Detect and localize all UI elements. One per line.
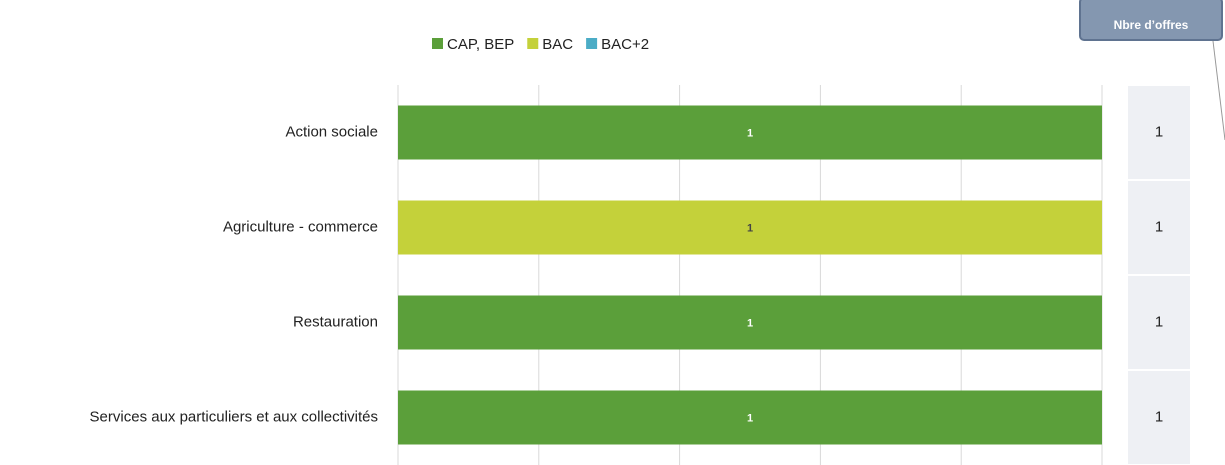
bar-segment (398, 295, 1102, 350)
legend-label: CAP, BEP (447, 36, 514, 53)
value-label: 1 (747, 127, 753, 139)
bar-segment (398, 200, 1102, 255)
y-tick-label: Action sociale (285, 123, 378, 140)
y-tick-label: Services aux particuliers et aux collect… (90, 408, 378, 425)
y-tick-label: Restauration (293, 313, 378, 330)
header-box (1079, 0, 1223, 41)
table-cell (1128, 276, 1190, 369)
offer-count: 1 (1155, 123, 1163, 140)
table-cell (1128, 181, 1190, 274)
bar-segment (398, 390, 1102, 445)
callout-line (1212, 40, 1225, 141)
legend-swatch (586, 38, 598, 49)
table-cell (1128, 371, 1190, 464)
y-tick-label: Agriculture - commerce (223, 218, 378, 235)
offers-header: Nbre d’offres (1114, 18, 1189, 32)
legend-label: BAC (542, 36, 573, 53)
value-label: 1 (747, 222, 753, 234)
offer-count: 1 (1155, 313, 1163, 330)
offer-count: 1 (1155, 218, 1163, 235)
bar-segment (398, 105, 1102, 160)
legend-swatch (527, 38, 539, 49)
legend-swatch (432, 38, 443, 49)
value-label: 1 (747, 317, 753, 329)
table-cell (1128, 86, 1190, 179)
value-label: 1 (747, 412, 753, 424)
offer-count: 1 (1155, 408, 1163, 425)
legend-label: BAC+2 (601, 36, 649, 53)
